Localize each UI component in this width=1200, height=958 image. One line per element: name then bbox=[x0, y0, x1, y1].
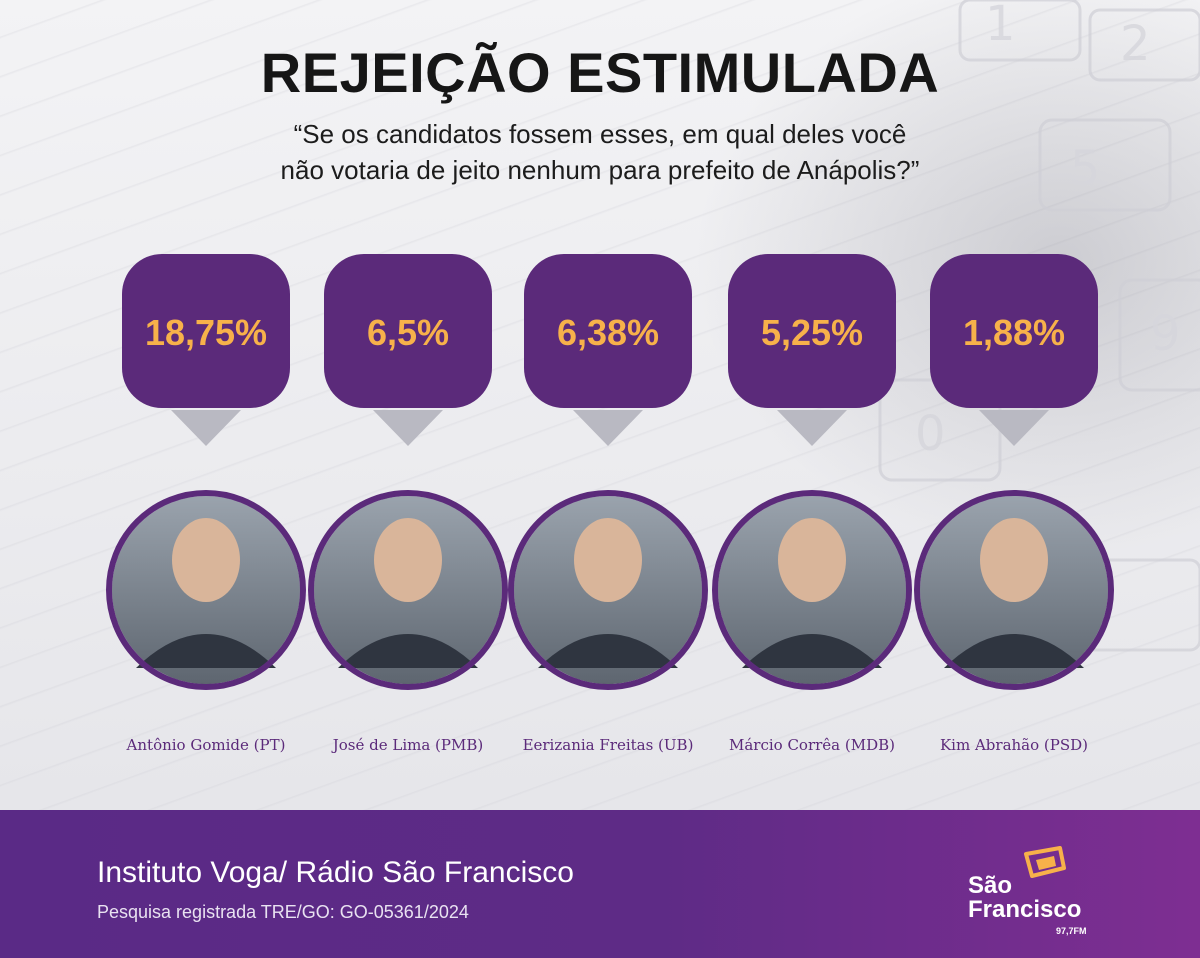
candidate-shoulders-shape bbox=[944, 634, 1084, 668]
candidate-shoulders-shape bbox=[742, 634, 882, 668]
value-label: 1,88% bbox=[963, 312, 1065, 353]
candidate-photo-ring bbox=[308, 490, 508, 690]
candidate-face-shape bbox=[778, 518, 846, 602]
candidate-face-shape bbox=[574, 518, 642, 602]
candidate-name: Antônio Gomide (PT) bbox=[126, 736, 286, 754]
candidate-name: Kim Abrahão (PSD) bbox=[940, 736, 1088, 754]
footer-registration: Pesquisa registrada TRE/GO: GO-05361/202… bbox=[97, 902, 469, 922]
value-pointer bbox=[573, 410, 643, 446]
candidate-photo-ring bbox=[508, 490, 708, 690]
candidate-name: Márcio Corrêa (MDB) bbox=[729, 736, 895, 754]
page-subtitle: “Se os candidatos fossem esses, em qual … bbox=[150, 116, 1050, 188]
value-bubble bbox=[324, 254, 492, 408]
candidate-shoulders-shape bbox=[136, 634, 276, 668]
value-label: 6,5% bbox=[367, 312, 449, 353]
value-bubble bbox=[122, 254, 290, 408]
svg-text:2: 2 bbox=[1120, 16, 1151, 72]
value-pointer bbox=[171, 410, 241, 446]
footer-band: Instituto Voga/ Rádio São Francisco Pesq… bbox=[0, 810, 1200, 958]
value-pointer bbox=[777, 410, 847, 446]
value-bubble bbox=[728, 254, 896, 408]
voting-machine-keypad-background: 1 2 5 9 0 bbox=[878, 0, 1200, 652]
value-pointer bbox=[373, 410, 443, 446]
candidate-name: Eerizania Freitas (UB) bbox=[523, 736, 694, 754]
logo-text-line-2: Francisco bbox=[968, 896, 1082, 923]
rejection-chart: 18,75% Antônio Gomide (PT) 6,5% José de Lim… bbox=[106, 254, 1114, 754]
value-bubble bbox=[524, 254, 692, 408]
value-bubble bbox=[930, 254, 1098, 408]
value-pointer bbox=[979, 410, 1049, 446]
page-title: REJEIÇÃO ESTIMULADA bbox=[260, 41, 940, 104]
svg-text:0: 0 bbox=[915, 406, 946, 462]
radio-logo: São Francisco 97,7FM bbox=[960, 846, 1110, 946]
candidate-photo-ring bbox=[914, 490, 1114, 690]
svg-text:5: 5 bbox=[1070, 141, 1101, 197]
candidate-face-shape bbox=[374, 518, 442, 602]
svg-text:1: 1 bbox=[985, 0, 1016, 52]
logo-frequency: 97,7FM bbox=[1056, 926, 1087, 936]
value-label: 18,75% bbox=[145, 312, 267, 353]
value-label: 6,38% bbox=[557, 312, 659, 353]
candidate-face-shape bbox=[980, 518, 1048, 602]
candidate-shoulders-shape bbox=[338, 634, 478, 668]
radio-logo-mark-icon bbox=[1024, 846, 1066, 878]
value-label: 5,25% bbox=[761, 312, 863, 353]
candidate-shoulders-shape bbox=[538, 634, 678, 668]
candidate-photo-ring bbox=[106, 490, 306, 690]
subtitle-line-2: não votaria de jeito nenhum para prefeit… bbox=[280, 155, 920, 185]
candidate-name: José de Lima (PMB) bbox=[331, 736, 484, 754]
footer-source: Instituto Voga/ Rádio São Francisco bbox=[97, 856, 574, 889]
subtitle-line-1: “Se os candidatos fossem esses, em qual … bbox=[293, 119, 907, 149]
candidate-photo-ring bbox=[712, 490, 912, 690]
candidate-face-shape bbox=[172, 518, 240, 602]
svg-text:9: 9 bbox=[1150, 306, 1181, 362]
logo-text-line-1: São bbox=[968, 872, 1013, 899]
